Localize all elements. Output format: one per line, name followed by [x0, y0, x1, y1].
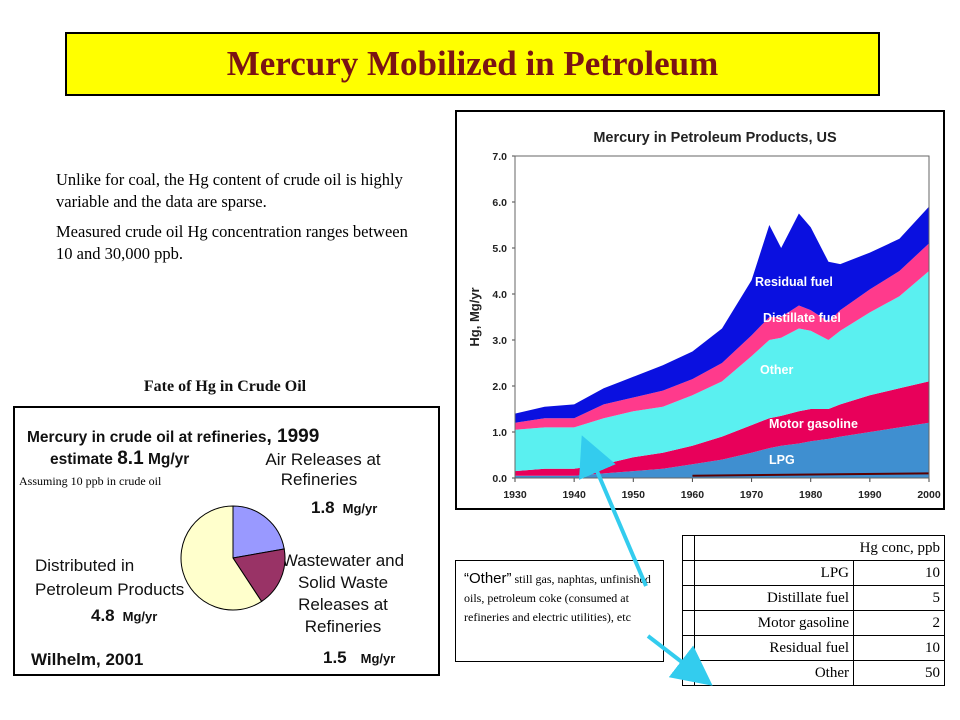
- fate-panel: Mercury in crude oil at refineries, 1999…: [13, 406, 440, 676]
- area-series-other: [515, 271, 929, 472]
- y-tick-label: 0.0: [492, 473, 507, 485]
- y-tick-label: 5.0: [492, 243, 507, 255]
- label-residual-fuel: Residual fuel: [755, 275, 833, 289]
- air-value-unit: Mg/yr: [342, 501, 378, 516]
- waste-label: Wastewater and Solid Waste Releases at R…: [281, 550, 405, 638]
- x-tick-label: 1950: [622, 489, 646, 501]
- waste-label-line1: Wastewater and: [281, 551, 405, 570]
- air-value-number: 1.8: [311, 498, 335, 517]
- dist-label-2: Petroleum Products: [35, 580, 185, 599]
- air-label: Air Releases at Refineries: [263, 450, 383, 490]
- estimate-unit: Mg/yr: [147, 451, 190, 468]
- waste-label-line4: Refineries: [304, 617, 382, 636]
- y-tick-label: 2.0: [492, 381, 507, 393]
- table-cell-value: 2: [853, 610, 945, 636]
- table-cell-name: Residual fuel: [694, 635, 854, 661]
- estimate-value: 8.1: [117, 448, 144, 469]
- baseline-line: [692, 472, 930, 477]
- x-tick-label: 2000: [917, 489, 941, 501]
- y-tick-label: 7.0: [492, 151, 507, 163]
- label-other: Other: [760, 363, 793, 377]
- air-label-line2: Refineries: [280, 470, 358, 489]
- table-row: Residual fuel 10: [682, 635, 945, 661]
- dist-value-number: 4.8: [91, 606, 115, 625]
- fate-estimate: estimate 8.1 Mg/yr: [50, 448, 189, 470]
- table-cell-name: Motor gasoline: [694, 610, 854, 636]
- pie-slice: [232, 548, 286, 603]
- fate-line1-text: Mercury in crude oil at refineries: [27, 429, 267, 446]
- area-chart-ylabel: Hg, Mg/yr: [467, 287, 482, 346]
- table-header-blank: [682, 535, 695, 561]
- table-row: Distillate fuel 5: [682, 585, 945, 611]
- fate-heading: Fate of Hg in Crude Oil: [143, 378, 307, 395]
- area-series-motor-gasoline: [515, 381, 929, 476]
- dist-value: 4.8 Mg/yr: [91, 606, 157, 626]
- table-cell-blank: [682, 585, 695, 611]
- other-note-lead: “Other”: [464, 570, 512, 587]
- page-title: Mercury Mobilized in Petroleum: [226, 44, 719, 83]
- x-tick-label: 1990: [858, 489, 882, 501]
- pie-slice: [232, 505, 285, 559]
- concentration-table: Hg conc, ppb LPG 10 Distillate fuel 5 Moto…: [682, 535, 945, 686]
- waste-label-line3: Releases at: [298, 595, 388, 614]
- x-tick-label: 1960: [681, 489, 705, 501]
- label-distillate-fuel: Distillate fuel: [763, 311, 841, 325]
- table-row: LPG 10: [682, 560, 945, 586]
- x-tick-label: 1980: [799, 489, 823, 501]
- intro-paragraph-2: Measured crude oil Hg concentration rang…: [56, 222, 408, 263]
- x-tick-label: 1940: [562, 489, 586, 501]
- table-header: Hg conc, ppb: [694, 535, 945, 561]
- area-chart-panel: Mercury in Petroleum Products, US Hg, Mg…: [455, 110, 945, 510]
- other-note: “Other” still gas, naphtas, unfinished o…: [455, 560, 664, 662]
- fate-year: , 1999: [266, 426, 320, 447]
- table-cell-blank: [682, 635, 695, 661]
- table-cell-blank: [682, 560, 695, 586]
- plot-frame: [514, 155, 930, 479]
- pie-slice: [180, 505, 263, 611]
- table-cell-value: 10: [853, 560, 945, 586]
- area-series-residual-fuel: [515, 206, 929, 423]
- waste-value: 1.5 Mg/yr: [323, 648, 395, 668]
- estimate-label: estimate: [50, 451, 113, 468]
- table-cell-name: LPG: [694, 560, 854, 586]
- table-cell-blank: [682, 660, 695, 686]
- waste-value-number: 1.5: [323, 648, 347, 667]
- table-row: Other 50: [682, 660, 945, 686]
- x-tick-label: 1930: [503, 489, 527, 501]
- y-tick-label: 6.0: [492, 197, 507, 209]
- area-chart-title: Mercury in Petroleum Products, US: [593, 130, 837, 146]
- y-tick-label: 4.0: [492, 289, 507, 301]
- intro-paragraph-1: Unlike for coal, the Hg content of crude…: [56, 170, 403, 211]
- dist-label-1: Distributed in: [35, 556, 135, 575]
- source-citation: Wilhelm, 2001: [31, 650, 144, 669]
- table-row: Motor gasoline 2: [682, 610, 945, 636]
- assumption-note: Assuming 10 ppb in crude oil: [19, 474, 162, 488]
- area-series-lpg: [515, 422, 929, 478]
- waste-value-unit: Mg/yr: [360, 651, 396, 666]
- waste-label-line2: Solid Waste: [297, 573, 389, 592]
- y-tick-label: 3.0: [492, 335, 507, 347]
- table-cell-value: 10: [853, 635, 945, 661]
- x-tick-label: 1970: [740, 489, 764, 501]
- area-chart: Mercury in Petroleum Products, US Hg, Mg…: [467, 130, 941, 501]
- air-label-line1: Air Releases at: [265, 450, 381, 469]
- table-cell-name: Distillate fuel: [694, 585, 854, 611]
- y-tick-label: 1.0: [492, 427, 507, 439]
- fate-line1: Mercury in crude oil at refineries, 1999: [27, 426, 319, 448]
- label-motor-gasoline: Motor gasoline: [769, 417, 858, 431]
- table-cell-value: 50: [853, 660, 945, 686]
- table-cell-name: Other: [694, 660, 854, 686]
- table-cell-value: 5: [853, 585, 945, 611]
- intro-text: Unlike for coal, the Hg content of crude…: [56, 169, 426, 273]
- fate-pie-chart: [180, 505, 286, 611]
- dist-value-unit: Mg/yr: [122, 609, 158, 624]
- air-value: 1.8 Mg/yr: [311, 498, 377, 518]
- label-lpg: LPG: [769, 453, 795, 467]
- title-banner: Mercury Mobilized in Petroleum: [65, 32, 880, 96]
- table-cell-blank: [682, 610, 695, 636]
- table-header-row: Hg conc, ppb: [682, 535, 945, 561]
